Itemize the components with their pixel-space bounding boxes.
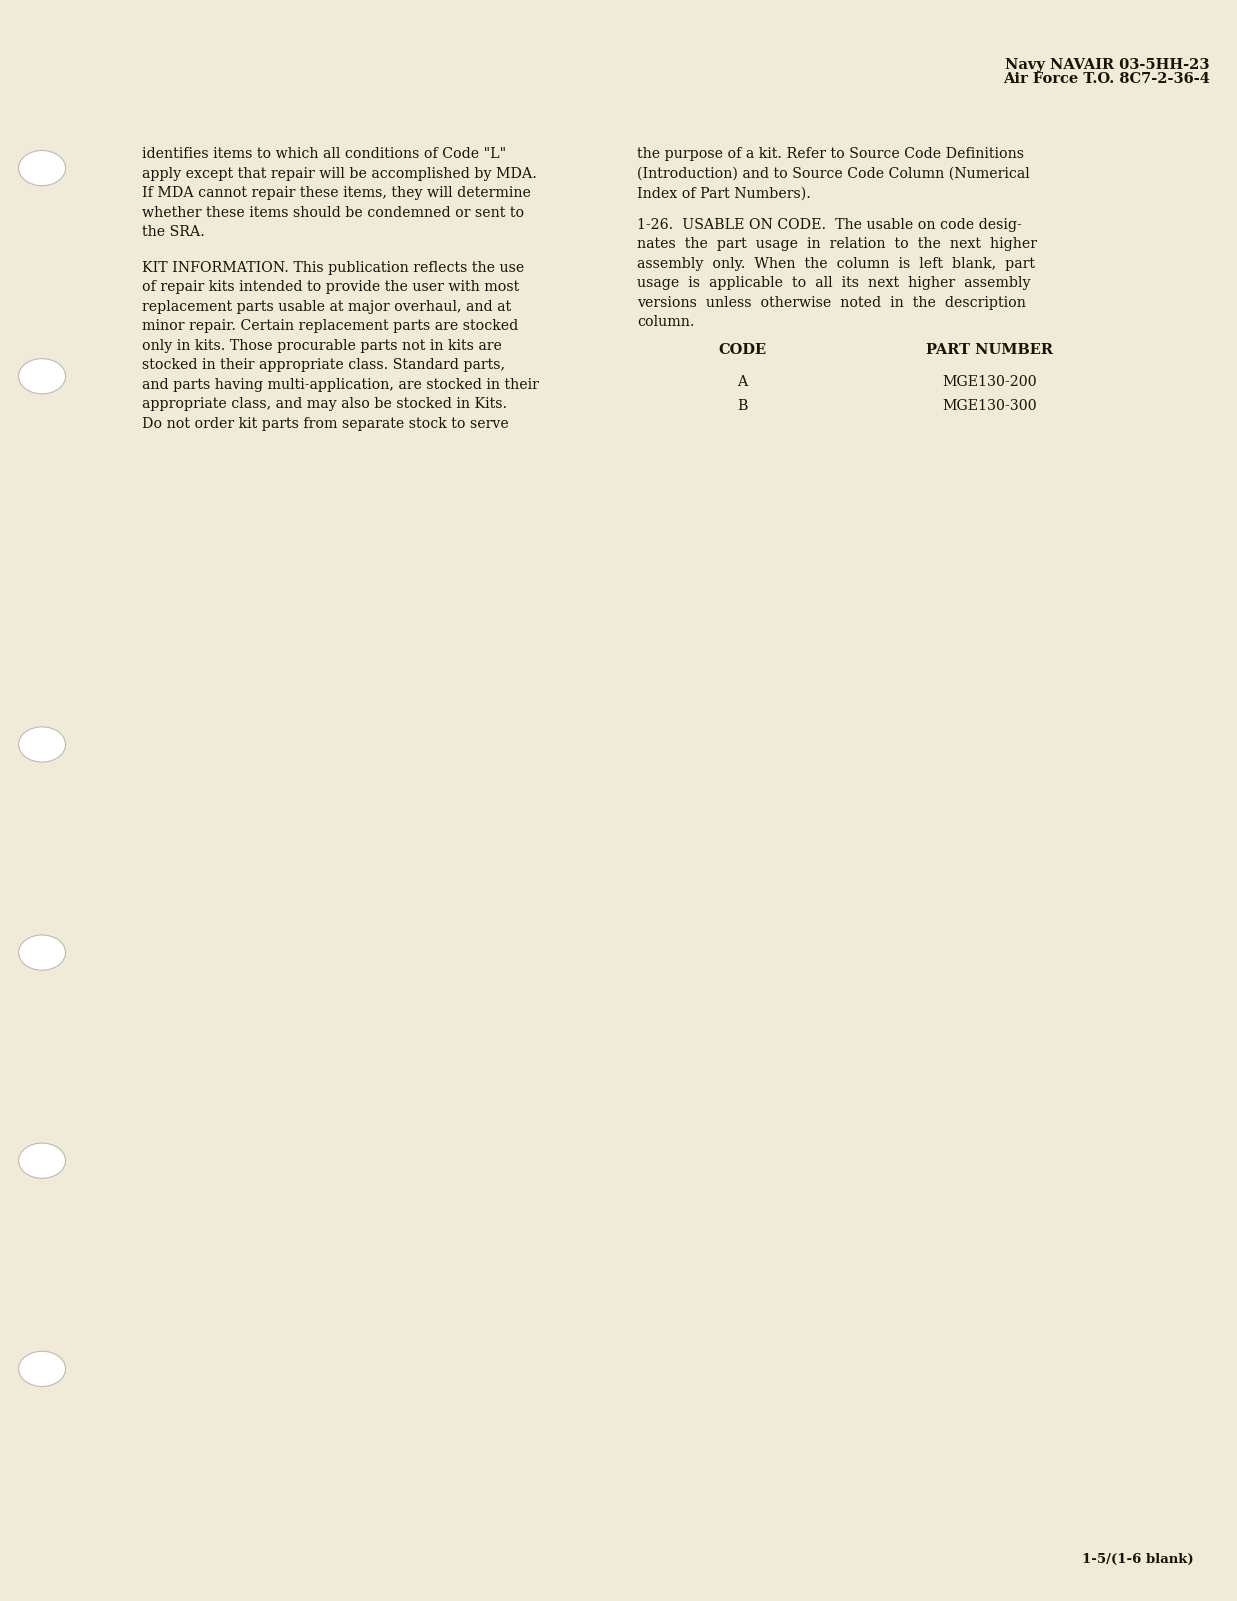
Text: Navy NAVAIR 03-5HH-23: Navy NAVAIR 03-5HH-23 bbox=[1006, 58, 1210, 72]
Ellipse shape bbox=[19, 1351, 66, 1386]
Text: 1-26.  USABLE ON CODE.  The usable on code desig-
nates  the  part  usage  in  r: 1-26. USABLE ON CODE. The usable on code… bbox=[637, 218, 1037, 330]
Text: the purpose of a kit. Refer to Source Code Definitions
(Introduction) and to Sou: the purpose of a kit. Refer to Source Co… bbox=[637, 147, 1030, 200]
Ellipse shape bbox=[19, 359, 66, 394]
Text: MGE130-300: MGE130-300 bbox=[943, 399, 1037, 413]
Text: A: A bbox=[737, 375, 747, 389]
Text: B: B bbox=[737, 399, 747, 413]
Text: PART NUMBER: PART NUMBER bbox=[927, 343, 1053, 357]
Text: 1-5/(1-6 blank): 1-5/(1-6 blank) bbox=[1082, 1553, 1194, 1566]
Text: CODE: CODE bbox=[719, 343, 766, 357]
Ellipse shape bbox=[19, 935, 66, 970]
Ellipse shape bbox=[19, 1143, 66, 1178]
Ellipse shape bbox=[19, 150, 66, 186]
Ellipse shape bbox=[19, 727, 66, 762]
Text: identifies items to which all conditions of Code "L"
apply except that repair wi: identifies items to which all conditions… bbox=[142, 147, 537, 239]
Text: MGE130-200: MGE130-200 bbox=[943, 375, 1037, 389]
Text: Air Force T.O. 8C7-2-36-4: Air Force T.O. 8C7-2-36-4 bbox=[1003, 72, 1210, 86]
Text: KIT INFORMATION. This publication reflects the use
of repair kits intended to pr: KIT INFORMATION. This publication reflec… bbox=[142, 261, 539, 431]
